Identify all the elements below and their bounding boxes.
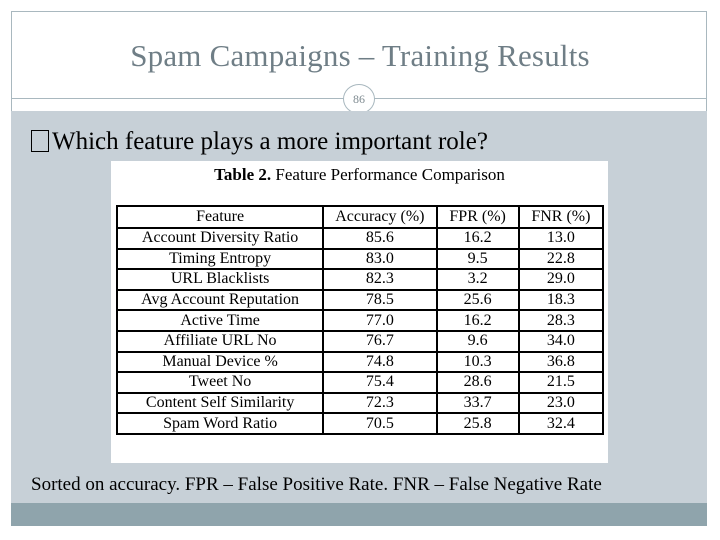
slide-number-badge: 86 (343, 84, 375, 114)
cell-accuracy: 77.0 (322, 309, 438, 332)
table-row: URL Blacklists 82.3 3.2 29.0 (115, 268, 605, 291)
table-row: Spam Word Ratio 70.5 25.8 32.4 (115, 412, 605, 435)
box-bullet-icon (31, 130, 49, 152)
cell-accuracy: 78.5 (322, 288, 438, 312)
table-caption-prefix: Table 2. (214, 165, 272, 184)
cell-fpr: 3.2 (435, 268, 520, 291)
cell-feature: Active Time (115, 309, 325, 332)
table-row: Timing Entropy 83.0 9.5 22.8 (115, 247, 605, 271)
cell-fpr: 16.2 (435, 227, 520, 250)
cell-fnr: 34.0 (517, 329, 605, 353)
table-row: Content Self Similarity 72.3 33.7 23.0 (115, 391, 605, 415)
header-fpr: FPR (%) (435, 205, 520, 229)
footer-band (11, 503, 707, 526)
cell-fpr: 9.6 (435, 329, 520, 353)
cell-accuracy: 72.3 (322, 391, 438, 415)
cell-feature: Spam Word Ratio (115, 412, 325, 435)
feature-table-figure: Table 2. Feature Performance Comparison … (111, 161, 608, 463)
table-row: Manual Device % 74.8 10.3 36.8 (115, 350, 605, 374)
cell-fpr: 25.6 (435, 288, 520, 312)
cell-accuracy: 75.4 (322, 371, 438, 394)
cell-feature: Avg Account Reputation (115, 288, 325, 312)
cell-accuracy: 74.8 (322, 350, 438, 374)
cell-fpr: 9.5 (435, 247, 520, 271)
cell-feature: Timing Entropy (115, 247, 325, 271)
cell-accuracy: 82.3 (322, 268, 438, 291)
cell-fpr: 10.3 (435, 350, 520, 374)
cell-fnr: 22.8 (517, 247, 605, 271)
table-caption-text: Feature Performance Comparison (275, 165, 505, 184)
cell-fnr: 29.0 (517, 268, 605, 291)
cell-feature: Account Diversity Ratio (115, 227, 325, 250)
cell-fpr: 33.7 (435, 391, 520, 415)
cell-fnr: 28.3 (517, 309, 605, 332)
cell-fpr: 28.6 (435, 371, 520, 394)
cell-feature: Tweet No (115, 371, 325, 394)
header-fnr: FNR (%) (517, 205, 605, 229)
table-row: Affiliate URL No 76.7 9.6 34.0 (115, 329, 605, 353)
header-feature: Feature (115, 205, 325, 229)
cell-feature: URL Blacklists (115, 268, 325, 291)
cell-fpr: 16.2 (435, 309, 520, 332)
cell-accuracy: 83.0 (322, 247, 438, 271)
cell-feature: Content Self Similarity (115, 391, 325, 415)
table-row: Tweet No 75.4 28.6 21.5 (115, 371, 605, 394)
cell-accuracy: 76.7 (322, 329, 438, 353)
slide-title: Spam Campaigns – Training Results (130, 38, 590, 73)
cell-feature: Affiliate URL No (115, 329, 325, 353)
cell-accuracy: 70.5 (322, 412, 438, 435)
cell-fpr: 25.8 (435, 412, 520, 435)
cell-fnr: 21.5 (517, 371, 605, 394)
question-bullet: Which feature plays a more important rol… (31, 128, 488, 156)
cell-fnr: 18.3 (517, 288, 605, 312)
table-row: Account Diversity Ratio 85.6 16.2 13.0 (115, 227, 605, 250)
question-text: Which feature plays a more important rol… (52, 128, 488, 155)
cell-fnr: 36.8 (517, 350, 605, 374)
cell-accuracy: 85.6 (322, 227, 438, 250)
definition-note: Sorted on accuracy. FPR – False Positive… (31, 474, 602, 495)
feature-performance-table: Feature Accuracy (%) FPR (%) FNR (%) Acc… (115, 205, 605, 435)
cell-feature: Manual Device % (115, 350, 325, 374)
table-row: Avg Account Reputation 78.5 25.6 18.3 (115, 288, 605, 312)
cell-fnr: 13.0 (517, 227, 605, 250)
table-row: Active Time 77.0 16.2 28.3 (115, 309, 605, 332)
table-header-row: Feature Accuracy (%) FPR (%) FNR (%) (115, 205, 605, 229)
cell-fnr: 23.0 (517, 391, 605, 415)
header-accuracy: Accuracy (%) (322, 205, 438, 229)
table-caption: Table 2. Feature Performance Comparison (111, 165, 608, 185)
cell-fnr: 32.4 (517, 412, 605, 435)
